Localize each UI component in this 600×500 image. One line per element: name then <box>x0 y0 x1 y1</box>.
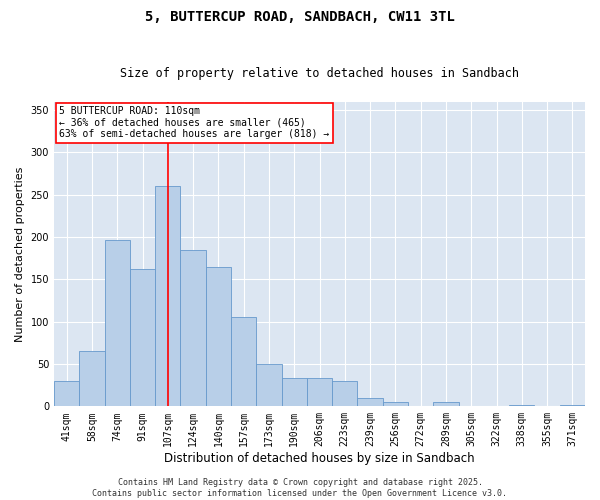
Bar <box>281 378 307 406</box>
Bar <box>155 186 181 406</box>
Bar <box>307 378 332 406</box>
Bar <box>79 352 104 406</box>
Bar <box>104 240 130 406</box>
Bar <box>256 364 281 406</box>
Bar <box>509 404 535 406</box>
Text: 5 BUTTERCUP ROAD: 110sqm
← 36% of detached houses are smaller (465)
63% of semi-: 5 BUTTERCUP ROAD: 110sqm ← 36% of detach… <box>59 106 329 140</box>
Bar <box>181 250 206 406</box>
Title: Size of property relative to detached houses in Sandbach: Size of property relative to detached ho… <box>120 66 519 80</box>
Bar <box>130 269 155 406</box>
Bar <box>206 266 231 406</box>
Bar <box>332 381 358 406</box>
Text: Contains HM Land Registry data © Crown copyright and database right 2025.
Contai: Contains HM Land Registry data © Crown c… <box>92 478 508 498</box>
Bar <box>231 318 256 406</box>
Bar <box>383 402 408 406</box>
Text: 5, BUTTERCUP ROAD, SANDBACH, CW11 3TL: 5, BUTTERCUP ROAD, SANDBACH, CW11 3TL <box>145 10 455 24</box>
X-axis label: Distribution of detached houses by size in Sandbach: Distribution of detached houses by size … <box>164 452 475 465</box>
Bar <box>358 398 383 406</box>
Bar <box>433 402 458 406</box>
Y-axis label: Number of detached properties: Number of detached properties <box>15 166 25 342</box>
Bar <box>560 404 585 406</box>
Bar <box>54 381 79 406</box>
